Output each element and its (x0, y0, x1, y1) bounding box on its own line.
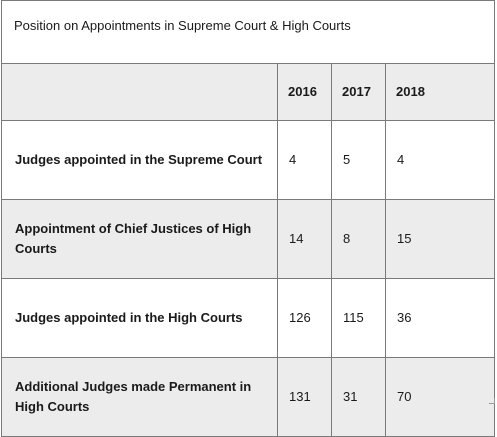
table-title-cell: Position on Appointments in Supreme Cour… (0, 0, 496, 64)
cell-value: 31 (331, 357, 386, 437)
cell-value: 131 (277, 357, 332, 437)
header-row: 2016 2017 2018 (1, 63, 496, 121)
cell-value: 115 (331, 278, 386, 358)
cell-value: 4 (384, 120, 496, 200)
cell-value: 5 (331, 120, 386, 200)
table-row: Judges appointed in the High Courts 126 … (1, 278, 496, 358)
cell-value: 14 (277, 199, 332, 279)
table-title: Position on Appointments in Supreme Cour… (14, 18, 351, 33)
table-row: Additional Judges made Permanent in High… (1, 357, 496, 437)
cell-value: 36 (384, 278, 496, 358)
header-cell-empty (1, 63, 278, 121)
row-label: Additional Judges made Permanent in High… (1, 357, 278, 437)
header-cell-2018: 2018 (384, 63, 496, 121)
cell-value: 8 (331, 199, 386, 279)
header-cell-2017: 2017 (331, 63, 386, 121)
table-title-row: Position on Appointments in Supreme Cour… (0, 0, 496, 64)
row-label: Judges appointed in the High Courts (1, 278, 278, 358)
resize-grip-icon (489, 398, 495, 404)
row-label: Judges appointed in the Supreme Court (1, 120, 278, 200)
cell-value: 4 (277, 120, 332, 200)
header-cell-2016: 2016 (277, 63, 332, 121)
cell-value: 126 (277, 278, 332, 358)
table-row: Appointment of Chief Justices of High Co… (1, 199, 496, 279)
cell-value: 70 (384, 357, 496, 437)
row-label: Appointment of Chief Justices of High Co… (1, 199, 278, 279)
cell-value: 15 (384, 199, 496, 279)
table-row: Judges appointed in the Supreme Court 4 … (1, 120, 496, 200)
